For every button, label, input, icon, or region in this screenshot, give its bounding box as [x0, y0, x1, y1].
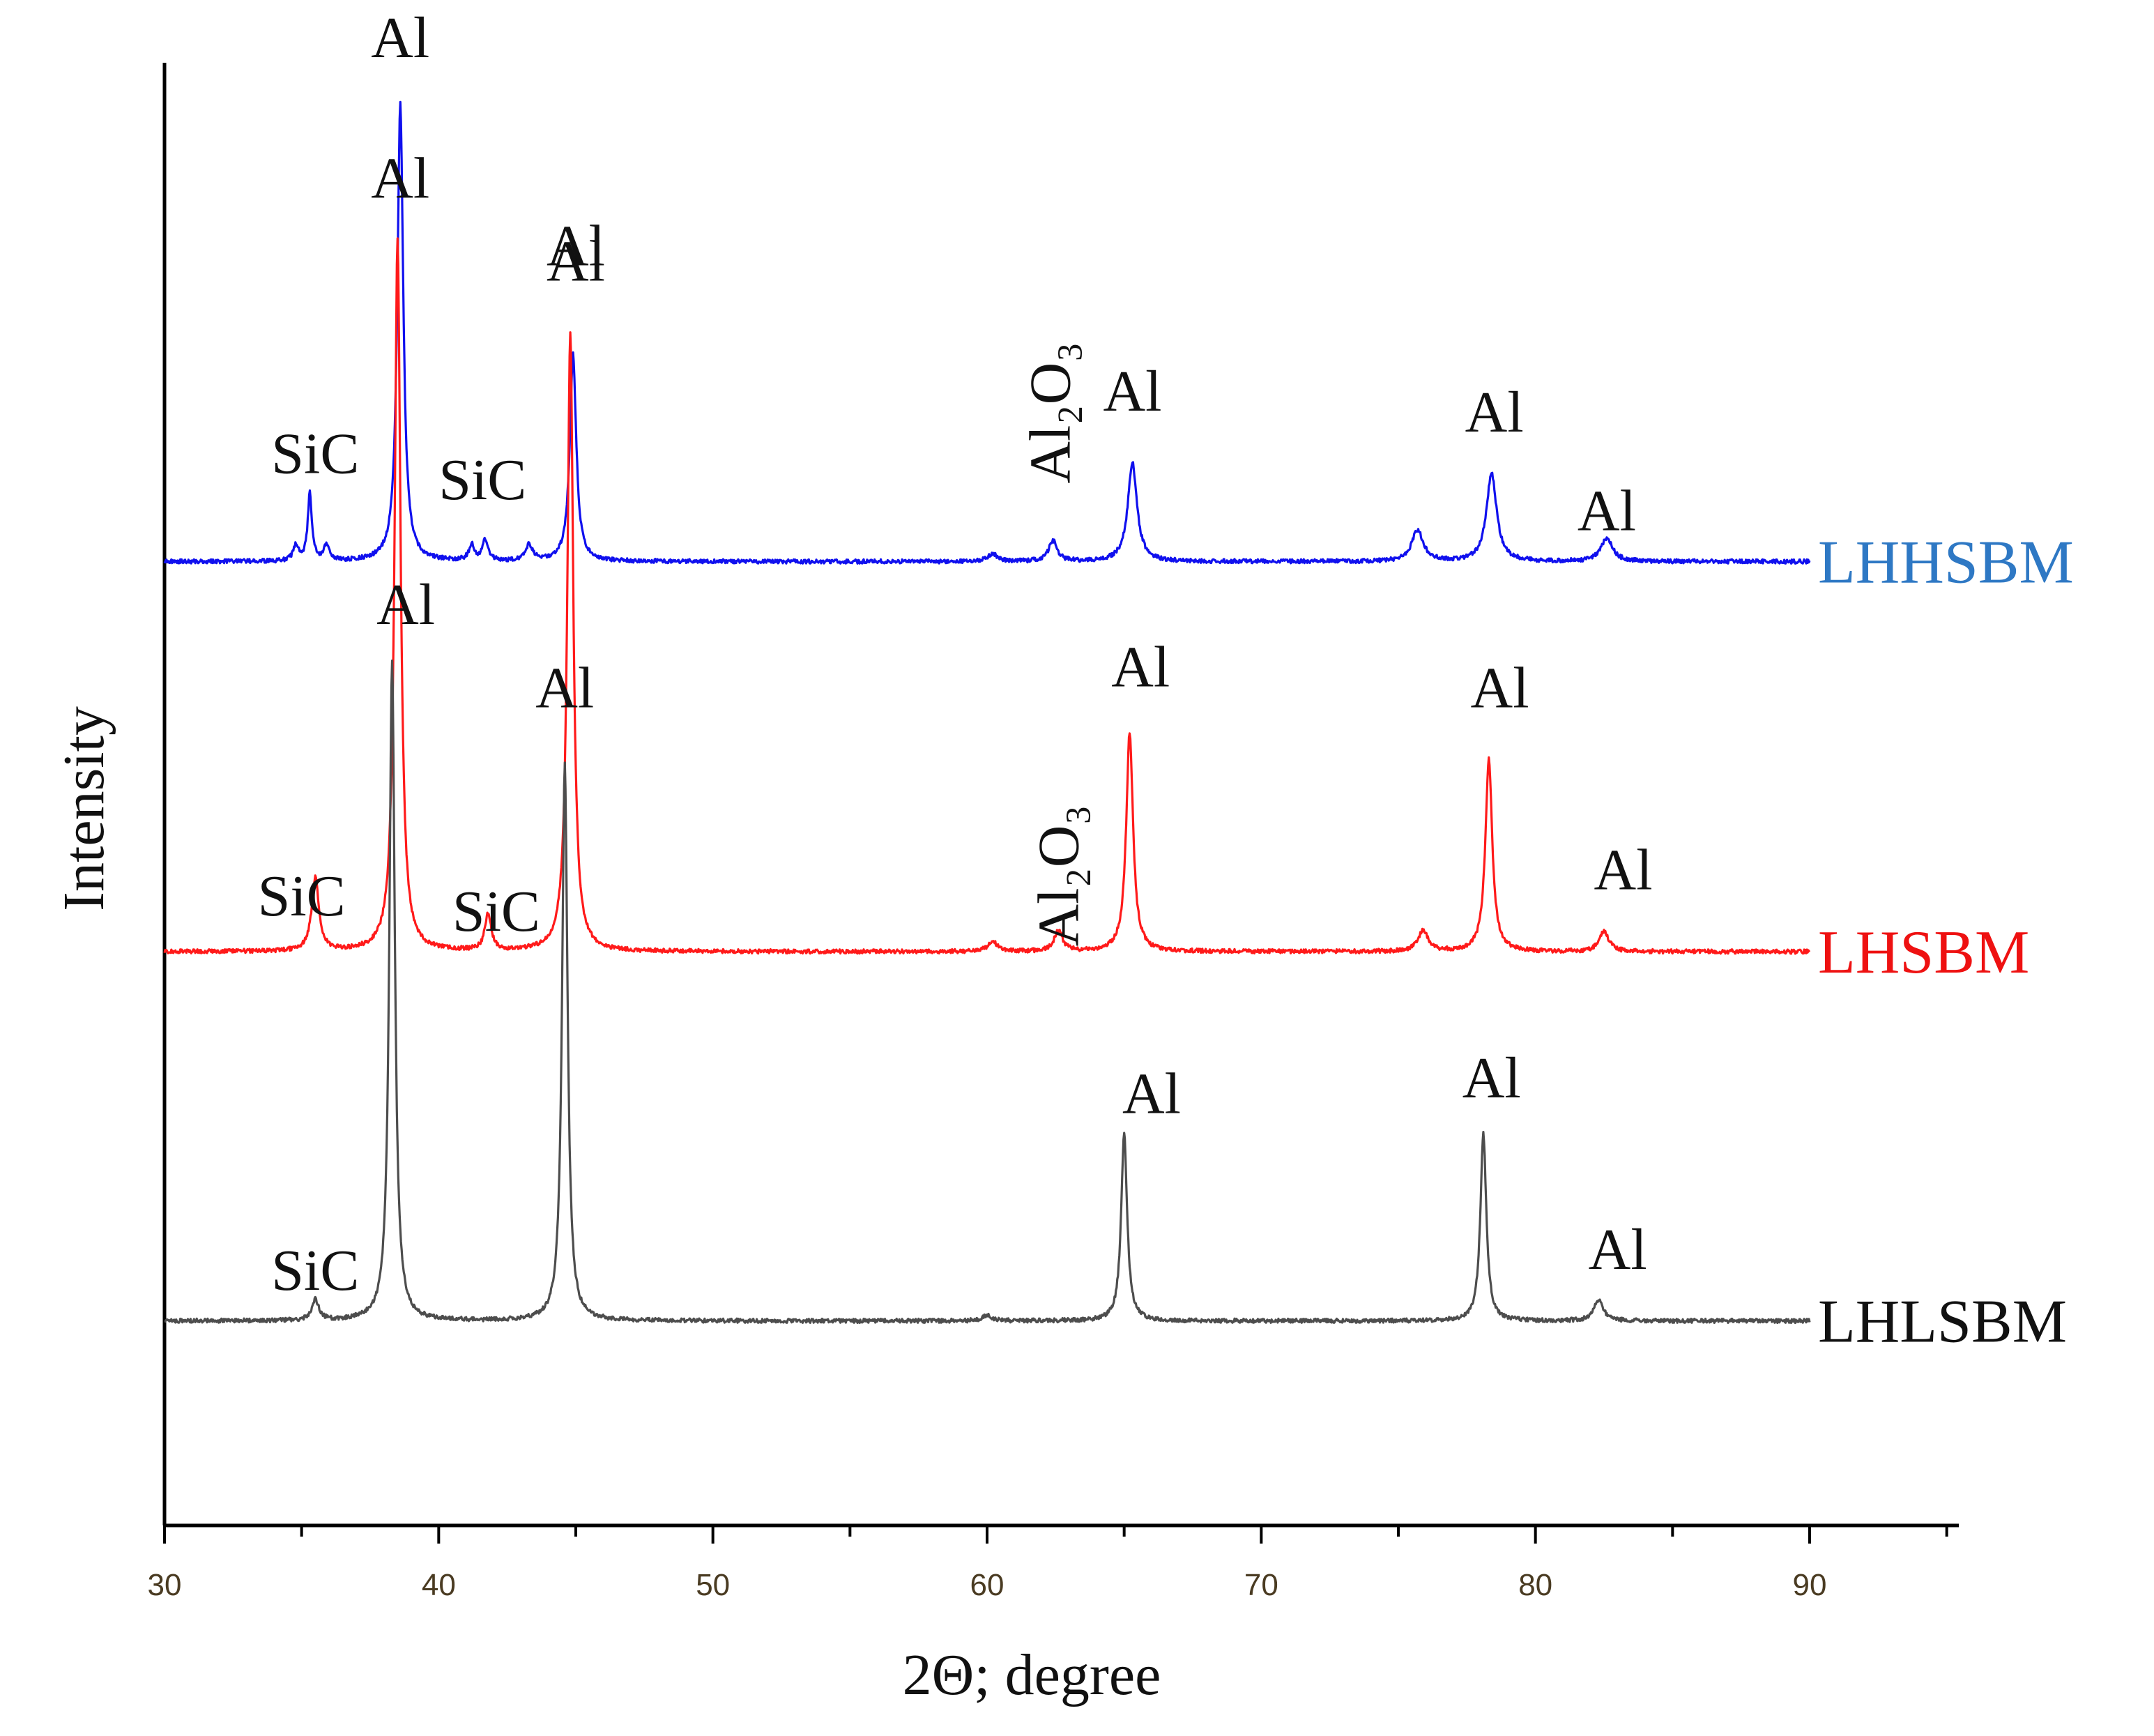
series-label-lhlsbm: LHLSBM — [1818, 1288, 2067, 1356]
peak-label: SiC — [258, 864, 346, 929]
peak-label: Al₂O₃ — [1026, 805, 1091, 946]
peak-label: Al — [1111, 635, 1170, 700]
x-tick-label: 60 — [970, 1568, 1005, 1602]
x-tick-label: 40 — [422, 1568, 456, 1602]
peak-label: Al — [376, 572, 435, 637]
peak-label: Al — [371, 6, 429, 70]
x-axis-title: 2Θ; degree — [903, 1643, 1161, 1707]
x-tick-label: 80 — [1518, 1568, 1552, 1602]
series-labels: LHHSBM LHSBM LHLSBM — [1818, 529, 2074, 1356]
peak-label: Al — [1103, 359, 1161, 424]
peak-label: Al — [535, 655, 594, 720]
peak-label: Al — [1578, 479, 1636, 544]
peak-label: Al — [1122, 1061, 1181, 1126]
peak-label: Al — [1594, 837, 1653, 902]
peak-label: SiC — [271, 1238, 359, 1303]
peak-label: Al — [547, 213, 605, 278]
peak-label: Al — [1462, 1046, 1521, 1111]
peak-label: SiC — [438, 448, 526, 512]
axes: 30 40 50 60 70 80 90 — [148, 63, 1959, 1602]
series-label-lhsbm: LHSBM — [1818, 919, 2029, 987]
series-lines — [163, 100, 1811, 1325]
x-tick-label: 90 — [1793, 1568, 1827, 1602]
series-line-lhlsbm — [164, 660, 1811, 1325]
peak-label: SiC — [271, 422, 359, 487]
peak-label: Al — [1589, 1217, 1647, 1282]
peak-label: SiC — [452, 879, 540, 944]
y-axis-title: Intensity — [52, 706, 116, 911]
peak-label: Al₂O₃ — [1018, 342, 1083, 483]
series-label-lhhsbm: LHHSBM — [1818, 529, 2074, 597]
x-tick-label: 30 — [148, 1568, 182, 1602]
peak-label: Al — [1465, 380, 1524, 445]
x-tick-label: 70 — [1244, 1568, 1278, 1602]
peak-label: Al — [547, 229, 605, 294]
x-tick-label: 50 — [696, 1568, 730, 1602]
peak-label: Al — [371, 146, 429, 211]
series-line-lhsbm — [163, 237, 1811, 955]
peak-label: Al — [1471, 655, 1529, 720]
series-line-lhhsbm — [163, 100, 1811, 565]
